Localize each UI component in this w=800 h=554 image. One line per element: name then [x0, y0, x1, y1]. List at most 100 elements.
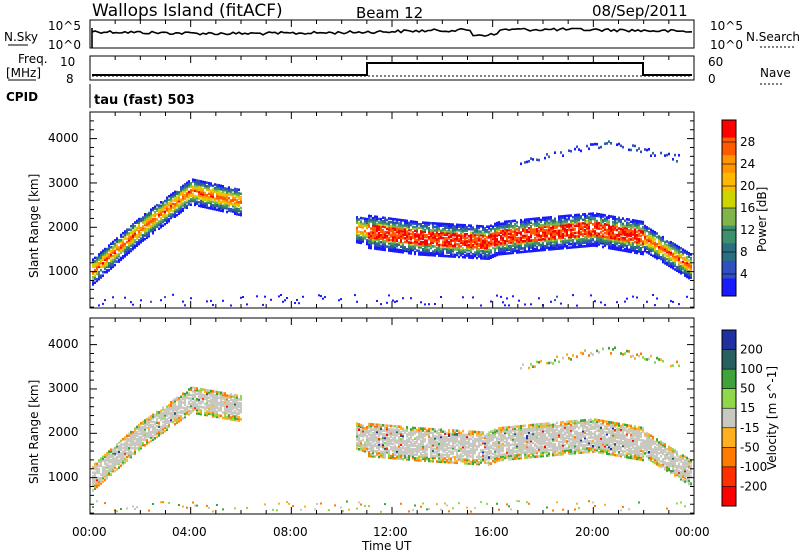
data-pixel — [666, 261, 668, 265]
data-pixel — [222, 192, 224, 195]
data-pixel — [152, 224, 154, 228]
data-pixel — [640, 150, 642, 154]
data-pixel — [496, 244, 498, 248]
data-pixel — [394, 248, 396, 251]
data-pixel — [660, 151, 662, 155]
data-pixel — [448, 249, 450, 253]
data-pixel — [174, 412, 176, 415]
data-pixel — [448, 240, 450, 244]
data-pixel — [390, 247, 392, 251]
data-pixel — [614, 246, 616, 249]
data-pixel — [458, 237, 460, 241]
data-pixel — [650, 230, 652, 233]
data-pixel — [180, 189, 182, 193]
data-pixel — [226, 201, 228, 205]
data-pixel — [466, 225, 468, 229]
data-pixel — [210, 398, 212, 402]
data-pixel — [382, 241, 384, 244]
data-pixel — [644, 228, 646, 231]
data-pixel — [438, 227, 440, 231]
data-pixel — [216, 394, 218, 397]
data-pixel — [234, 189, 236, 192]
data-pixel — [124, 296, 126, 299]
data-pixel — [464, 232, 466, 236]
data-pixel — [176, 396, 178, 400]
data-pixel — [410, 442, 412, 445]
data-pixel — [604, 228, 606, 231]
data-pixel — [212, 510, 214, 513]
data-pixel — [590, 244, 592, 247]
data-pixel — [410, 246, 412, 250]
data-pixel — [498, 228, 500, 231]
data-pixel — [410, 428, 412, 431]
data-pixel — [108, 262, 110, 265]
data-pixel — [438, 252, 440, 256]
data-pixel — [566, 221, 568, 225]
data-pixel — [142, 431, 144, 434]
data-pixel — [568, 241, 570, 244]
data-pixel — [182, 198, 184, 202]
data-pixel — [530, 230, 532, 233]
data-pixel — [504, 247, 506, 250]
data-pixel — [644, 235, 646, 239]
data-pixel — [496, 252, 498, 255]
data-pixel — [568, 242, 570, 246]
data-pixel — [156, 419, 158, 423]
data-pixel — [688, 255, 690, 259]
data-pixel — [536, 240, 538, 243]
data-pixel — [112, 469, 114, 473]
data-pixel — [154, 217, 156, 221]
data-pixel — [214, 188, 216, 192]
data-pixel — [368, 442, 370, 445]
data-pixel — [494, 229, 496, 233]
data-pixel — [388, 440, 390, 444]
data-pixel — [200, 189, 202, 192]
data-pixel — [206, 202, 208, 206]
data-pixel — [200, 201, 202, 204]
data-pixel — [162, 424, 164, 427]
data-pixel — [280, 294, 282, 296]
data-pixel — [124, 441, 126, 445]
data-pixel — [130, 249, 132, 253]
data-pixel — [586, 214, 588, 218]
data-pixel — [382, 221, 384, 225]
data-pixel — [222, 186, 224, 190]
data-pixel — [98, 483, 100, 487]
data-pixel — [200, 405, 202, 409]
data-pixel — [206, 188, 208, 192]
data-pixel — [220, 207, 222, 211]
data-pixel — [108, 468, 110, 471]
data-pixel — [560, 229, 562, 232]
data-pixel — [384, 424, 386, 427]
data-pixel — [644, 246, 646, 249]
data-pixel — [410, 444, 412, 447]
data-pixel — [514, 246, 516, 249]
data-pixel — [206, 181, 208, 184]
data-pixel — [458, 252, 460, 255]
data-pixel — [474, 238, 476, 242]
data-pixel — [650, 154, 652, 157]
data-pixel — [578, 236, 580, 240]
data-pixel — [450, 240, 452, 244]
data-pixel — [686, 261, 688, 264]
data-pixel — [158, 425, 160, 428]
data-pixel — [442, 236, 444, 240]
data-pixel — [560, 215, 562, 218]
data-pixel — [382, 445, 384, 448]
data-pixel — [372, 449, 374, 453]
data-pixel — [570, 224, 572, 228]
data-pixel — [372, 435, 374, 439]
data-pixel — [100, 464, 102, 467]
data-pixel — [166, 419, 168, 423]
data-pixel — [450, 239, 452, 242]
data-pixel — [370, 442, 372, 445]
data-pixel — [446, 244, 448, 247]
data-pixel — [436, 224, 438, 227]
data-pixel — [394, 232, 396, 235]
data-pixel — [380, 233, 382, 237]
nave-tick-bottom: 0 — [708, 72, 716, 86]
data-pixel — [686, 256, 688, 259]
data-pixel — [92, 272, 94, 276]
data-pixel — [368, 438, 370, 442]
data-pixel — [394, 226, 396, 230]
